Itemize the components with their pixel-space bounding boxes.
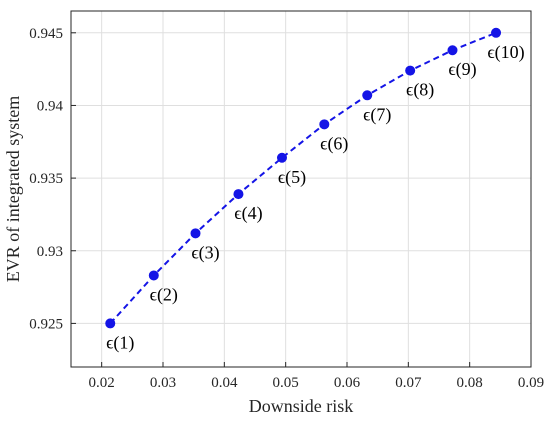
- data-point: [405, 65, 416, 76]
- plot-area: [71, 11, 531, 367]
- data-point: [233, 189, 244, 200]
- y-tick-label: 0.945: [29, 26, 63, 42]
- data-point: [276, 152, 287, 163]
- data-point: [362, 90, 373, 101]
- point-label: ϵ(4): [234, 203, 262, 224]
- point-label: ϵ(10): [487, 42, 524, 63]
- point-label: ϵ(9): [448, 59, 476, 80]
- x-tick-label: 0.09: [518, 375, 544, 391]
- data-point: [447, 45, 458, 56]
- point-label: ϵ(1): [106, 332, 134, 353]
- point-label: ϵ(8): [406, 80, 434, 101]
- point-label: ϵ(2): [150, 284, 178, 305]
- plot-frame: [70, 10, 532, 368]
- x-tick-label: 0.05: [273, 375, 299, 391]
- x-tick-label: 0.06: [334, 375, 361, 391]
- data-point: [148, 270, 159, 281]
- data-point: [190, 228, 201, 239]
- x-tick-label: 0.08: [457, 375, 483, 391]
- y-axis-title: EVR of integrated system: [3, 96, 23, 282]
- y-tick-label: 0.93: [37, 244, 63, 260]
- x-axis-title: Downside risk: [249, 396, 354, 416]
- series-line: [109, 31, 497, 325]
- y-tick-label: 0.925: [29, 316, 63, 332]
- y-tick-label: 0.935: [29, 171, 63, 187]
- data-points: [105, 27, 502, 329]
- x-tick-label: 0.02: [89, 375, 115, 391]
- y-axis: 0.925 0.93 0.935 0.94 0.945: [29, 26, 76, 332]
- point-labels: ϵ(1) ϵ(2) ϵ(3) ϵ(4) ϵ(5) ϵ(6) ϵ(7) ϵ(8) ϵ(9) ϵ(10…: [106, 42, 525, 354]
- x-tick-label: 0.07: [395, 375, 422, 391]
- x-tick-label: 0.04: [211, 375, 238, 391]
- point-label: ϵ(7): [363, 104, 391, 125]
- data-point: [491, 27, 502, 38]
- data-point: [105, 318, 116, 329]
- point-label: ϵ(6): [320, 133, 348, 154]
- point-label: ϵ(5): [278, 167, 306, 188]
- point-label: ϵ(3): [191, 242, 219, 263]
- data-point: [319, 119, 330, 130]
- x-tick-label: 0.03: [150, 375, 176, 391]
- y-tick-label: 0.94: [37, 98, 64, 114]
- x-axis: 0.02 0.03 0.04 0.05 0.06 0.07 0.08 0.09: [89, 362, 544, 391]
